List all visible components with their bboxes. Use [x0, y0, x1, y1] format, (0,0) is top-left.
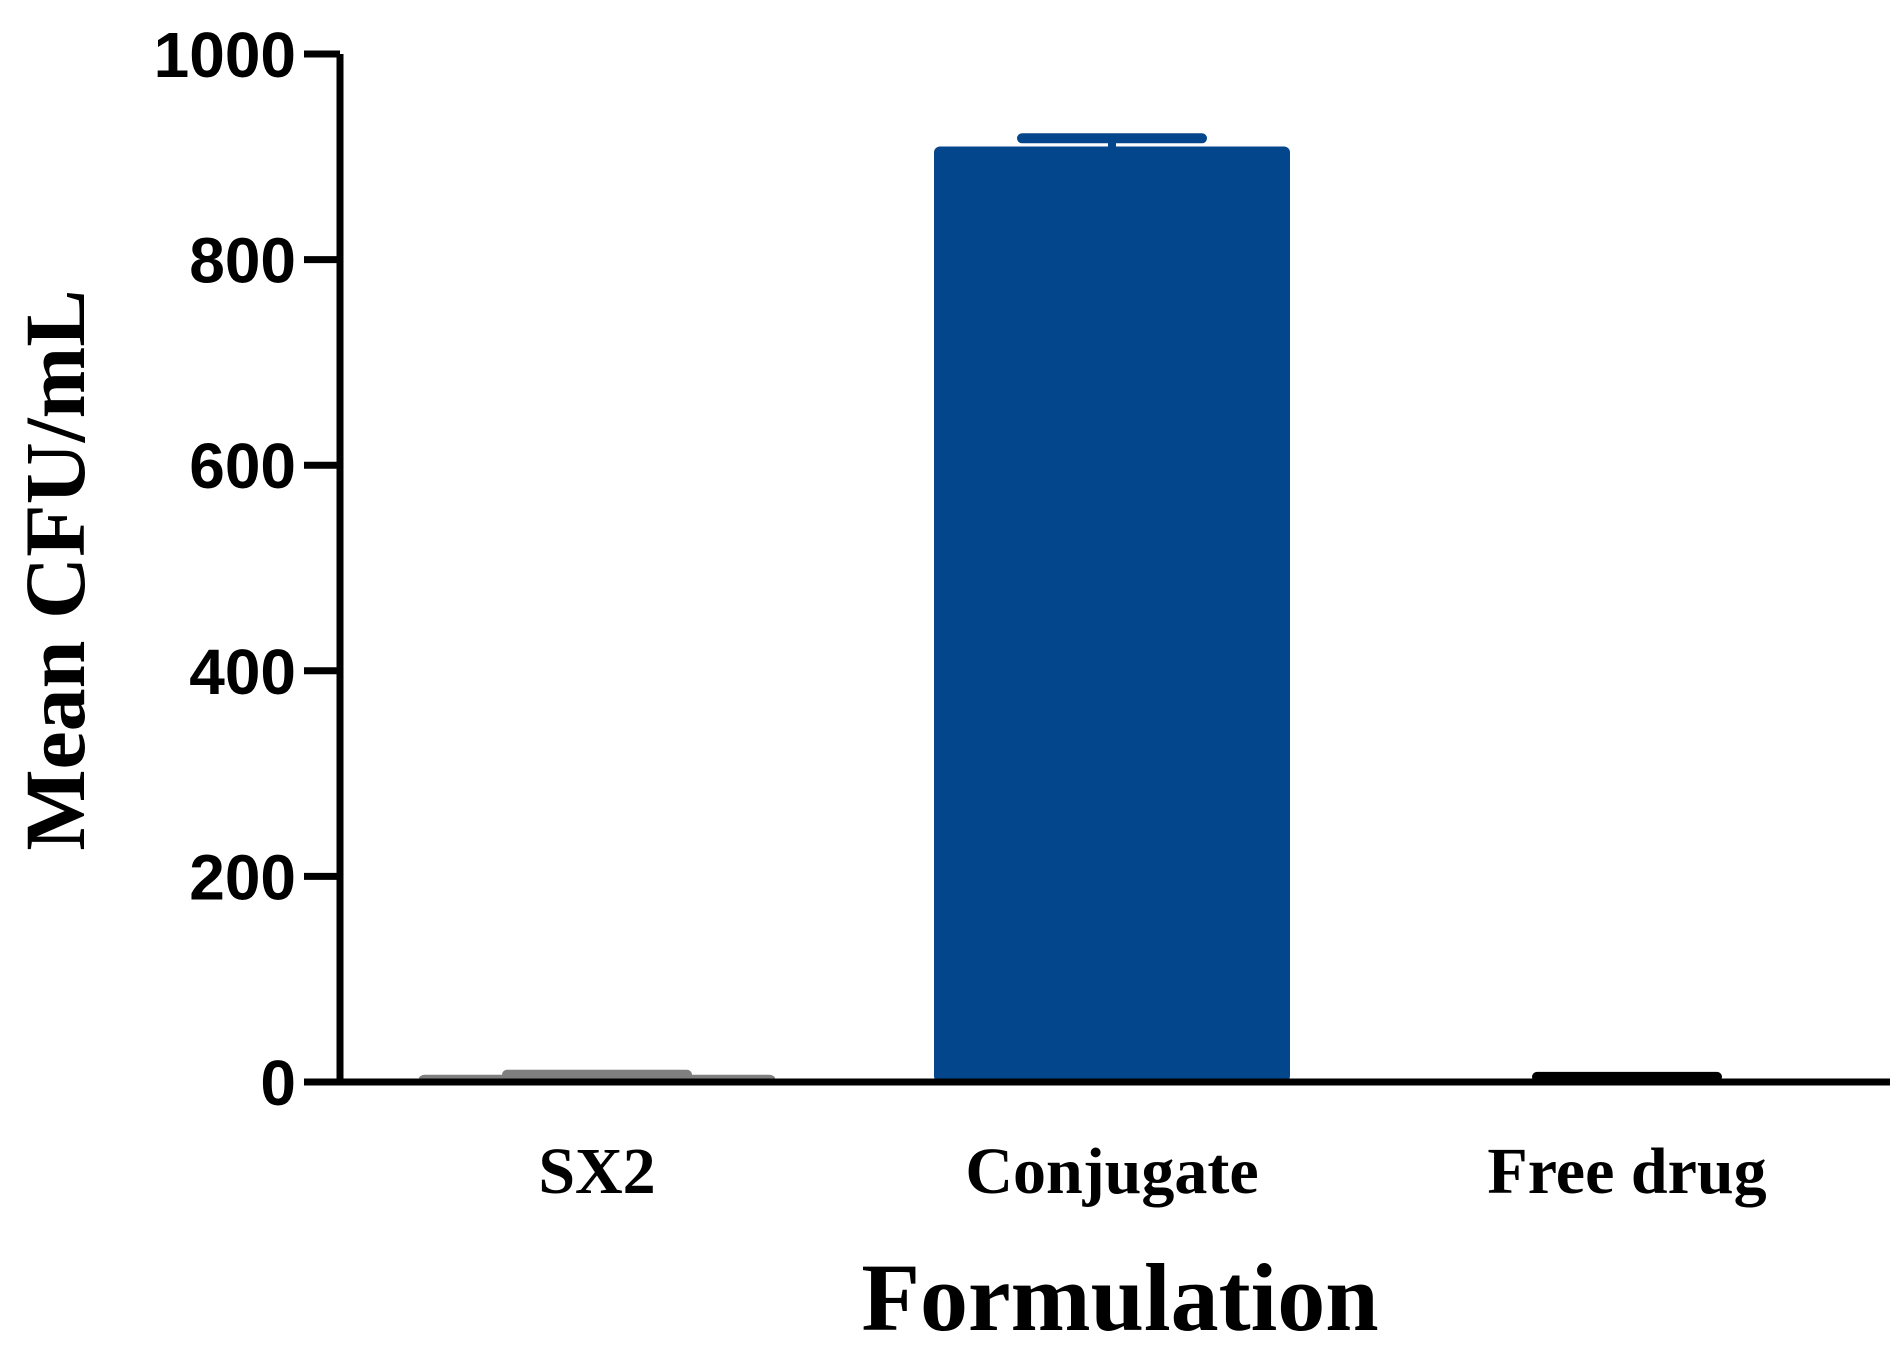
x-axis-title: Formulation — [861, 1244, 1378, 1351]
y-tick-label: 1000 — [154, 19, 296, 91]
x-category-label: Conjugate — [965, 1135, 1258, 1208]
bar-conjugate — [934, 146, 1290, 1082]
x-category-labels: SX2 Conjugate Free drug — [538, 1135, 1766, 1208]
bars-layer — [419, 133, 1805, 1082]
y-tick-label: 400 — [189, 636, 296, 708]
y-axis-title: Mean CFU/mL — [7, 289, 103, 850]
y-tick-label: 200 — [189, 841, 296, 913]
y-tick-label: 0 — [260, 1047, 296, 1119]
x-category-label: SX2 — [538, 1135, 655, 1208]
y-ticks: 0 200 400 600 800 1000 — [154, 19, 340, 1119]
y-tick-label: 600 — [189, 430, 296, 502]
axes-layer — [336, 54, 1890, 1086]
y-tick-label: 800 — [189, 225, 296, 297]
x-category-label: Free drug — [1487, 1135, 1766, 1208]
